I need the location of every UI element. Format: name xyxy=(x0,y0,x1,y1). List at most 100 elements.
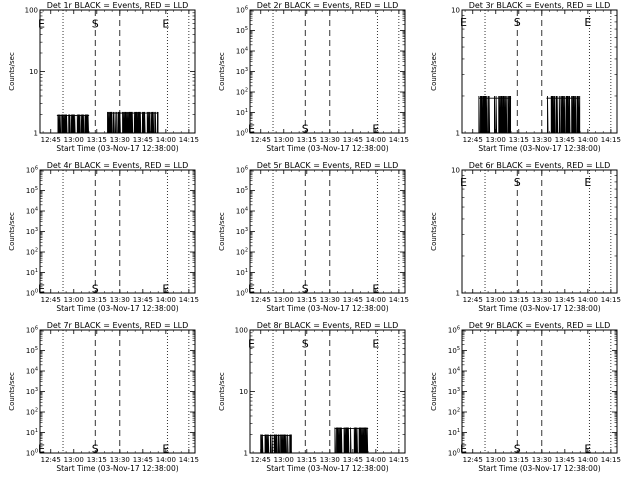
x-tick-label: 13:00 xyxy=(274,296,294,304)
start-marker: S xyxy=(302,122,309,135)
x-tick-label: 13:15 xyxy=(297,136,317,144)
x-tick-label: 13:15 xyxy=(509,296,529,304)
end-marker: E xyxy=(372,122,379,135)
x-axis-label: Start Time (03-Nov-17 12:38:00) xyxy=(266,144,388,153)
panel-title: Det 4r BLACK = Events, RED = LLD xyxy=(47,161,189,170)
x-axis-label: Start Time (03-Nov-17 12:38:00) xyxy=(266,464,388,473)
end-marker: E xyxy=(162,442,169,455)
y-tick-label: 104 xyxy=(236,207,248,216)
x-tick-label: 14:00 xyxy=(366,296,386,304)
x-tick-label: 13:45 xyxy=(133,136,153,144)
x-tick-label: 13:30 xyxy=(110,296,130,304)
x-tick-label: 12:45 xyxy=(251,136,271,144)
y-tick-label: 105 xyxy=(26,186,38,195)
end-marker: E xyxy=(248,338,255,351)
panel-title: Det 3r BLACK = Events, RED = LLD xyxy=(469,1,611,10)
plot-frame xyxy=(461,9,618,134)
x-axis-label: Start Time (03-Nov-17 12:38:00) xyxy=(56,464,178,473)
panel-det-1: Det 1r BLACK = Events, RED = LLD Counts/s… xyxy=(8,1,199,153)
y-tick-label: 10 xyxy=(451,7,460,15)
y-tick-label: 103 xyxy=(448,387,460,396)
x-tick-label: 13:00 xyxy=(64,296,84,304)
x-tick-label: 14:00 xyxy=(156,296,176,304)
x-axis-label: Start Time (03-Nov-17 12:38:00) xyxy=(56,304,178,313)
y-tick-label: 1 xyxy=(456,290,460,298)
end-marker: E xyxy=(584,176,591,189)
y-axis-label: Counts/sec xyxy=(218,372,226,411)
y-tick-label: 100 xyxy=(236,129,248,138)
y-tick-label: 102 xyxy=(236,88,248,97)
y-tick-label: 100 xyxy=(235,327,248,335)
x-tick-label: 14:00 xyxy=(156,456,176,464)
start-marker: S xyxy=(514,442,521,455)
events-trace xyxy=(56,114,90,134)
y-axis-label: Counts/sec xyxy=(218,212,226,251)
x-tick-label: 14:15 xyxy=(389,136,409,144)
panel-det-4: Det 4r BLACK = Events, RED = LLD Counts/s… xyxy=(8,161,199,313)
end-marker: E xyxy=(460,442,467,455)
y-tick-label: 10 xyxy=(451,167,460,175)
panel-det-7: Det 7r BLACK = Events, RED = LLD Counts/s… xyxy=(8,321,199,473)
y-axis-label: Counts/sec xyxy=(8,52,16,91)
y-tick-label: 100 xyxy=(25,7,38,15)
start-marker: S xyxy=(302,282,309,295)
panel-title: Det 8r BLACK = Events, RED = LLD xyxy=(257,321,399,330)
x-tick-label: 13:45 xyxy=(555,136,575,144)
y-axis-label: Counts/sec xyxy=(218,52,226,91)
x-tick-label: 13:00 xyxy=(274,456,294,464)
end-marker: E xyxy=(248,122,255,135)
x-tick-label: 14:00 xyxy=(578,296,598,304)
x-tick-label: 14:00 xyxy=(366,456,386,464)
x-axis-label: Start Time (03-Nov-17 12:38:00) xyxy=(266,304,388,313)
end-marker: E xyxy=(460,16,467,29)
x-tick-label: 13:30 xyxy=(320,136,340,144)
x-tick-label: 14:15 xyxy=(601,456,621,464)
x-tick-label: 13:15 xyxy=(297,456,317,464)
y-tick-label: 103 xyxy=(236,227,248,236)
x-tick-label: 14:00 xyxy=(156,136,176,144)
x-tick-label: 13:15 xyxy=(87,296,107,304)
y-axis-label: Counts/sec xyxy=(430,52,438,91)
y-tick-label: 100 xyxy=(236,289,248,298)
x-tick-label: 12:45 xyxy=(251,296,271,304)
y-tick-label: 101 xyxy=(26,428,38,437)
y-tick-label: 106 xyxy=(26,166,38,175)
x-tick-label: 13:45 xyxy=(343,296,363,304)
panel-det-6: Det 6r BLACK = Events, RED = LLD Counts/s… xyxy=(430,161,621,313)
x-tick-label: 12:45 xyxy=(41,456,61,464)
x-tick-label: 13:45 xyxy=(343,456,363,464)
end-marker: E xyxy=(460,176,467,189)
y-tick-label: 103 xyxy=(26,227,38,236)
panel-title: Det 9r BLACK = Events, RED = LLD xyxy=(469,321,611,330)
x-tick-label: 14:00 xyxy=(578,456,598,464)
x-tick-label: 13:30 xyxy=(532,456,552,464)
panel-title: Det 6r BLACK = Events, RED = LLD xyxy=(469,161,611,170)
start-marker: S xyxy=(514,16,521,29)
y-tick-label: 10 xyxy=(29,68,38,76)
panel-det-2: Det 2r BLACK = Events, RED = LLD Counts/s… xyxy=(218,1,409,153)
panel-det-5: Det 5r BLACK = Events, RED = LLD Counts/s… xyxy=(218,161,409,313)
y-tick-label: 106 xyxy=(236,166,248,175)
y-tick-label: 106 xyxy=(448,326,460,335)
start-marker: S xyxy=(514,176,521,189)
x-tick-label: 13:45 xyxy=(343,136,363,144)
start-marker: S xyxy=(92,282,99,295)
y-tick-label: 1 xyxy=(456,130,460,138)
start-marker: S xyxy=(92,18,99,31)
panel-title: Det 1r BLACK = Events, RED = LLD xyxy=(47,1,189,10)
y-tick-label: 100 xyxy=(448,449,460,458)
panel-det-9: Det 9r BLACK = Events, RED = LLD Counts/s… xyxy=(430,321,621,473)
y-axis-label: Counts/sec xyxy=(8,212,16,251)
end-marker: E xyxy=(372,338,379,351)
x-tick-label: 14:15 xyxy=(601,136,621,144)
x-tick-label: 13:30 xyxy=(110,136,130,144)
y-tick-label: 106 xyxy=(26,326,38,335)
end-marker: E xyxy=(162,18,169,31)
x-tick-label: 12:45 xyxy=(463,136,483,144)
x-tick-label: 13:30 xyxy=(320,296,340,304)
x-tick-label: 14:00 xyxy=(578,136,598,144)
end-marker: E xyxy=(584,442,591,455)
end-marker: E xyxy=(38,442,45,455)
x-tick-label: 13:15 xyxy=(509,456,529,464)
x-tick-label: 13:45 xyxy=(555,456,575,464)
